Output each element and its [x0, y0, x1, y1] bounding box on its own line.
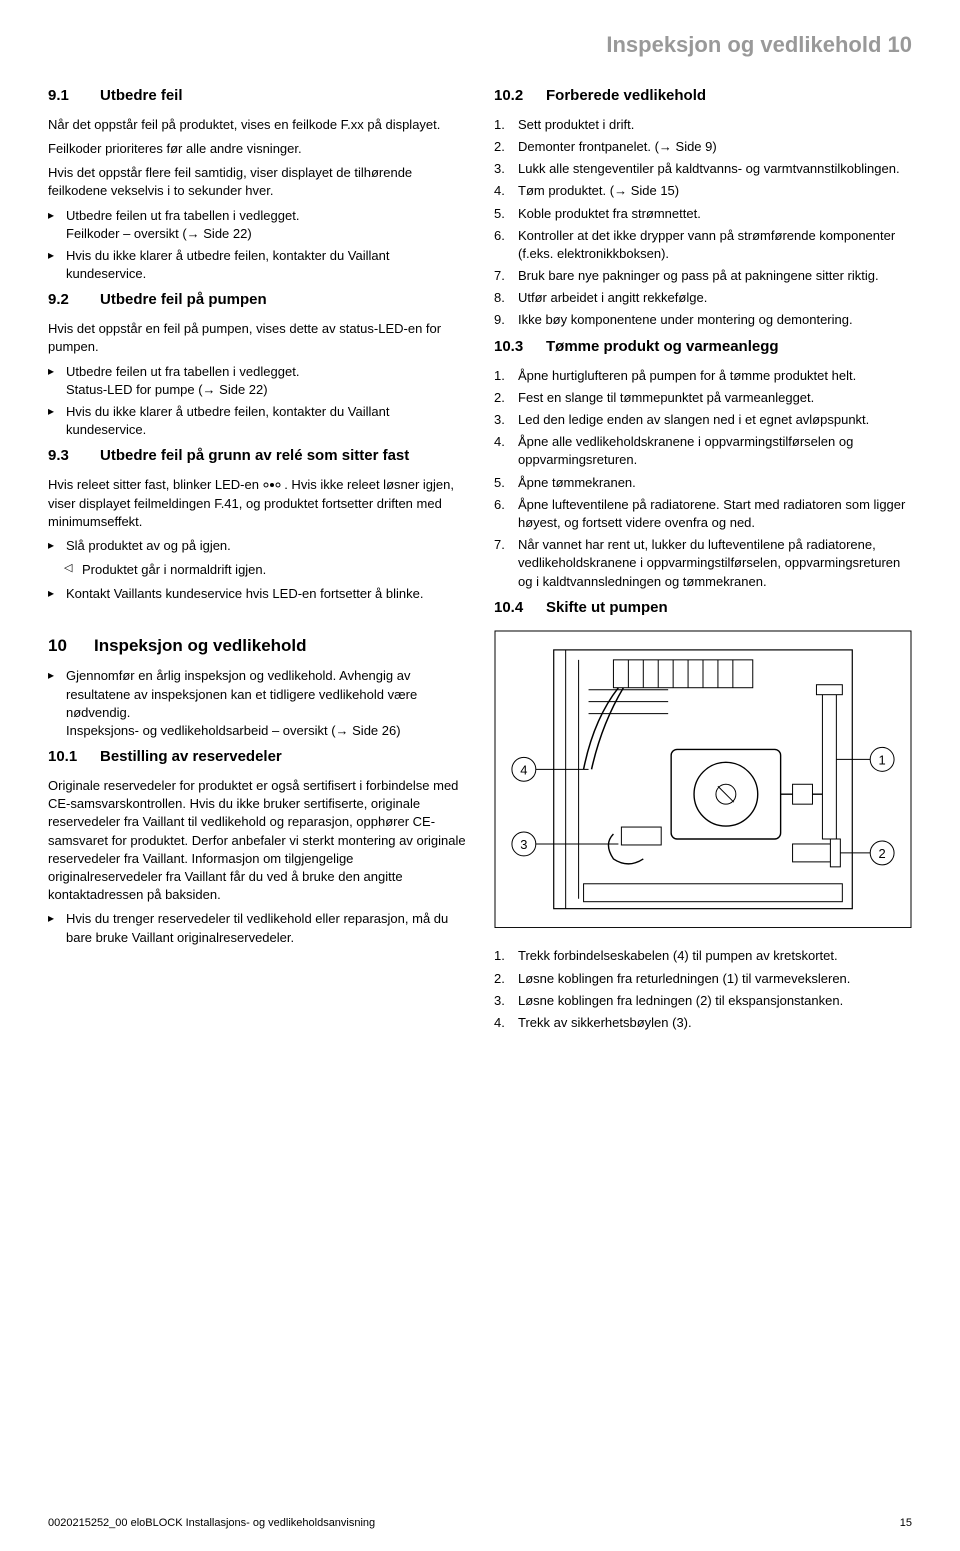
step-10-2-1: Sett produktet i drift. [494, 116, 912, 134]
pump-diagram-svg: 4 3 1 2 [494, 630, 912, 929]
step-10-4-4: Trekk av sikkerhetsbøylen (3). [494, 1014, 912, 1032]
step-10-2-3: Lukk alle stengeventiler på kaldtvanns- … [494, 160, 912, 178]
bullet-9-2-a: Utbedre feilen ut fra tabellen i vedlegg… [48, 363, 466, 399]
bullet-10-a: Gjennomfør en årlig inspeksjon og vedlik… [48, 667, 466, 740]
heading-10-2: 10.2 Forberede vedlikehold [494, 85, 912, 106]
footer-left: 0020215252_00 eloBLOCK Installasjons- og… [48, 1516, 375, 1531]
result-9-3: Produktet går i normaldrift igjen. [48, 561, 466, 579]
step-10-2-8: Utfør arbeidet i angitt rekkefølge. [494, 289, 912, 307]
pump-diagram: 4 3 1 2 [494, 630, 912, 934]
list-10-2: Sett produktet i drift. Demonter frontpa… [494, 116, 912, 330]
heading-10: 10 Inspeksjon og vedlikehold [48, 634, 466, 658]
step-10-3-4: Åpne alle vedlikeholdskranene i oppvarmi… [494, 433, 912, 469]
left-column: 9.1 Utbedre feil Når det oppstår feil på… [48, 79, 466, 1038]
heading-10-1-num: 10.1 [48, 746, 82, 767]
list-9-3b: Kontakt Vaillants kundeservice hvis LED-… [48, 585, 466, 603]
step-10-2-4: Tøm produktet. (→ Side 15) [494, 182, 912, 200]
heading-9-1-num: 9.1 [48, 85, 82, 106]
right-column: 10.2 Forberede vedlikehold Sett produkte… [494, 79, 912, 1038]
para-10-1-1: Originale reservedeler for produktet er … [48, 777, 466, 904]
bullet-9-2-b: Hvis du ikke klarer å utbedre feilen, ko… [48, 403, 466, 439]
bullet-9-1-a: Utbedre feilen ut fra tabellen i vedlegg… [48, 207, 466, 243]
heading-9-3-num: 9.3 [48, 445, 82, 466]
page-footer: 0020215252_00 eloBLOCK Installasjons- og… [48, 1516, 912, 1531]
callout-4: 4 [512, 757, 536, 781]
heading-10-4-num: 10.4 [494, 597, 528, 618]
callout-3-label: 3 [520, 837, 527, 852]
heading-9-2-title: Utbedre feil på pumpen [100, 289, 267, 310]
callout-2: 2 [870, 841, 894, 865]
step-10-2-6: Kontroller at det ikke drypper vann på s… [494, 227, 912, 263]
step-10-3-7: Når vannet har rent ut, lukker du lufte­… [494, 536, 912, 591]
content-columns: 9.1 Utbedre feil Når det oppstår feil på… [48, 79, 912, 1038]
para-9-3-1a: Hvis releet sitter fast, blinker LED-en [48, 477, 263, 492]
para-9-3-1: Hvis releet sitter fast, blinker LED-en … [48, 476, 466, 531]
step-10-3-6: Åpne lufteventilene på radiatorene. Star… [494, 496, 912, 532]
para-9-1-3: Hvis det oppstår flere feil samtidig, vi… [48, 164, 466, 200]
bullet-9-1-b: Hvis du ikke klarer å utbedre feilen, ko… [48, 247, 466, 283]
step-10-2-5: Koble produktet fra strømnettet. [494, 205, 912, 223]
bullet-9-2-a-ref: Status-LED for pumpe (→ Side 22) [66, 381, 466, 399]
step-10-3-1: Åpne hurtiglufteren på pumpen for å tømm… [494, 367, 912, 385]
heading-10-title: Inspeksjon og vedlikehold [94, 634, 307, 658]
list-10-3: Åpne hurtiglufteren på pumpen for å tømm… [494, 367, 912, 591]
step-10-4-1: Trekk forbindelseskabelen (4) til pumpen… [494, 947, 912, 965]
list-9-2: Utbedre feilen ut fra tabellen i vedlegg… [48, 363, 466, 440]
bullet-10-a-text: Gjennomfør en årlig inspeksjon og vedlik… [66, 668, 417, 719]
step-10-2-2: Demonter frontpanelet. (→ Side 9) [494, 138, 912, 156]
callout-1: 1 [870, 747, 894, 771]
list-10-1: Hvis du trenger reservedeler til vedlike… [48, 910, 466, 946]
callout-4-label: 4 [520, 762, 527, 777]
heading-10-1-title: Bestilling av reservedeler [100, 746, 282, 767]
list-10: Gjennomfør en årlig inspeksjon og vedlik… [48, 667, 466, 740]
heading-9-1-title: Utbedre feil [100, 85, 183, 106]
list-9-3a: Slå produktet av og på igjen. [48, 537, 466, 555]
para-9-1-1: Når det oppstår feil på produktet, vises… [48, 116, 466, 134]
step-10-3-5: Åpne tømmekranen. [494, 474, 912, 492]
heading-10-2-title: Forberede vedlikehold [546, 85, 706, 106]
step-10-3-3: Led den ledige enden av slangen ned i et… [494, 411, 912, 429]
step-10-3-2: Fest en slange til tømmepunktet på varme… [494, 389, 912, 407]
heading-10-1: 10.1 Bestilling av reservedeler [48, 746, 466, 767]
heading-9-2-num: 9.2 [48, 289, 82, 310]
page-header: Inspeksjon og vedlikehold 10 [48, 30, 912, 61]
bullet-9-3-a: Slå produktet av og på igjen. [48, 537, 466, 555]
bullet-10-a-ref: Inspeksjons- og vedlikeholdsarbeid – ove… [66, 722, 466, 740]
para-9-2-1: Hvis det oppstår en feil på pumpen, vise… [48, 320, 466, 356]
step-10-4-3: Løsne koblingen fra ledningen (2) til ek… [494, 992, 912, 1010]
heading-10-3-num: 10.3 [494, 336, 528, 357]
heading-10-3: 10.3 Tømme produkt og varmeanlegg [494, 336, 912, 357]
heading-10-4-title: Skifte ut pumpen [546, 597, 668, 618]
para-9-1-2: Feilkoder prioriteres før alle andre vis… [48, 140, 466, 158]
heading-9-2: 9.2 Utbedre feil på pumpen [48, 289, 466, 310]
list-10-4: Trekk forbindelseskabelen (4) til pumpen… [494, 947, 912, 1032]
bullet-9-1-a-ref: Feilkoder – oversikt (→ Side 22) [66, 225, 466, 243]
heading-10-num: 10 [48, 634, 76, 658]
step-10-2-7: Bruk bare nye pakninger og pass på at pa… [494, 267, 912, 285]
bullet-9-1-a-text: Utbedre feilen ut fra tabellen i vedlegg… [66, 208, 299, 223]
heading-10-2-num: 10.2 [494, 85, 528, 106]
step-10-4-2: Løsne koblingen fra returledningen (1) t… [494, 970, 912, 988]
bullet-9-2-a-text: Utbedre feilen ut fra tabellen i vedlegg… [66, 364, 299, 379]
callout-1-label: 1 [879, 752, 886, 767]
callout-2-label: 2 [879, 846, 886, 861]
callout-3: 3 [512, 832, 536, 856]
step-10-2-9: Ikke bøy komponentene under montering og… [494, 311, 912, 329]
footer-page-number: 15 [900, 1516, 912, 1531]
bullet-9-3-b: Kontakt Vaillants kundeservice hvis LED-… [48, 585, 466, 603]
heading-9-3: 9.3 Utbedre feil på grunn av relé som si… [48, 445, 466, 466]
bullet-10-1-a: Hvis du trenger reservedeler til vedlike… [48, 910, 466, 946]
heading-9-3-title: Utbedre feil på grunn av relé som sitter… [100, 445, 409, 466]
inline-led-icon [263, 480, 281, 490]
heading-9-1: 9.1 Utbedre feil [48, 85, 466, 106]
heading-10-3-title: Tømme produkt og varmeanlegg [546, 336, 779, 357]
list-9-1: Utbedre feilen ut fra tabellen i vedlegg… [48, 207, 466, 284]
heading-10-4: 10.4 Skifte ut pumpen [494, 597, 912, 618]
